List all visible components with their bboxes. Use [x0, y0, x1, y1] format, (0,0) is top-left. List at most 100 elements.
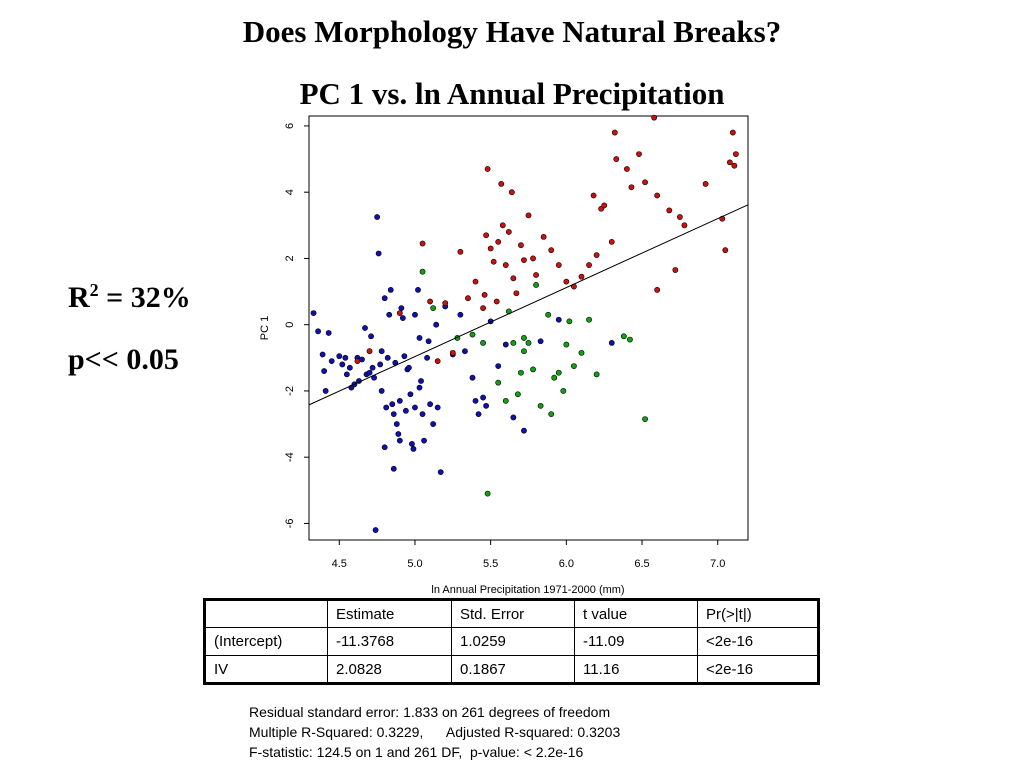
- data-point-blue: [372, 527, 379, 533]
- table-row: (Intercept) -11.3768 1.0259 -11.09 <2e-16: [204, 627, 819, 656]
- data-point-red: [472, 278, 479, 285]
- data-point-red: [593, 252, 600, 259]
- table-cell: Pr(>|t|): [697, 599, 819, 628]
- data-point-green: [510, 340, 517, 346]
- data-point-red: [508, 189, 515, 196]
- scatter-plot: 4.5 5.0 5.5 6.0 6.5 7.0 -6 -4 -2 0 2 4 6 ln Annual …: [259, 114, 749, 596]
- data-point-blue: [377, 361, 384, 368]
- y-tick-label: -4: [284, 452, 296, 462]
- data-point-green: [521, 348, 527, 355]
- data-point-blue: [366, 369, 373, 376]
- table-cell: 2.0828: [327, 655, 452, 684]
- data-point-green: [548, 411, 555, 418]
- data-point-green: [627, 336, 633, 343]
- data-point-red: [613, 156, 620, 162]
- data-point-blue: [386, 311, 393, 318]
- slide-title: Does Morphology Have Natural Breaks?: [242, 14, 782, 49]
- data-point-red: [628, 184, 635, 191]
- data-point-red: [702, 181, 709, 187]
- data-point-blue: [398, 305, 405, 312]
- data-point-green: [571, 363, 577, 369]
- y-tick-label: -6: [284, 519, 296, 529]
- data-point-red: [672, 267, 679, 273]
- data-point-green: [560, 388, 567, 394]
- data-point-blue: [430, 421, 437, 427]
- data-point-green: [533, 282, 539, 288]
- data-point-blue: [521, 427, 527, 434]
- r-squared-label: R2 = 32%: [68, 280, 191, 315]
- data-point-green: [480, 340, 486, 346]
- data-point-blue: [310, 310, 317, 316]
- data-point-red: [457, 248, 464, 255]
- data-point-blue: [406, 364, 412, 371]
- data-point-green: [525, 340, 532, 346]
- data-point-blue: [416, 384, 423, 391]
- data-point-blue: [339, 361, 346, 368]
- data-point-red: [732, 151, 739, 157]
- r-squared-value: = 32%: [98, 281, 191, 314]
- data-point-red: [498, 181, 505, 187]
- x-tick-label: 5.5: [483, 558, 498, 570]
- data-point-blue: [321, 368, 328, 374]
- table-cell: 11.16: [574, 655, 698, 684]
- data-point-green: [530, 366, 536, 373]
- data-point-red: [502, 262, 509, 268]
- table-header-row: Estimate Std. Error t value Pr(>|t|): [204, 599, 819, 628]
- data-point-red: [366, 348, 373, 355]
- data-point-red: [505, 229, 512, 235]
- data-point-blue: [369, 364, 376, 371]
- plot-frame: [308, 115, 749, 541]
- table-cell: -11.3768: [327, 627, 452, 656]
- data-point-red: [611, 129, 618, 136]
- data-point-blue: [396, 397, 403, 404]
- data-point-blue: [383, 404, 390, 411]
- data-point-red: [563, 278, 570, 285]
- data-point-blue: [410, 446, 417, 452]
- y-tick-label: -2: [284, 386, 296, 396]
- data-point-red: [510, 275, 517, 282]
- data-point-red: [642, 179, 648, 186]
- data-point-red: [623, 166, 630, 172]
- data-point-red: [354, 358, 361, 365]
- data-point-red: [666, 207, 673, 214]
- table-cell: 1.0259: [451, 627, 575, 656]
- x-axis-label: ln Annual Precipitation 1971-2000 (mm): [431, 584, 624, 596]
- data-point-blue: [346, 364, 353, 371]
- data-point-blue: [462, 348, 468, 355]
- x-tick-label: 4.5: [332, 558, 347, 570]
- table-cell: t value: [574, 599, 698, 628]
- data-point-blue: [399, 315, 406, 321]
- data-point-blue: [402, 407, 409, 414]
- data-point-red: [651, 114, 658, 121]
- data-point-red: [490, 258, 497, 265]
- data-point-blue: [319, 351, 326, 358]
- table-cell: [204, 599, 328, 628]
- data-point-red: [586, 262, 592, 268]
- data-point-blue: [608, 340, 615, 346]
- coefficient-table: Estimate Std. Error t value Pr(>|t|) (Interc…: [203, 598, 820, 685]
- data-point-blue: [315, 328, 321, 335]
- r-letter: R: [68, 281, 90, 314]
- data-point-blue: [419, 411, 426, 418]
- data-point-red: [681, 222, 688, 229]
- data-point-red: [590, 192, 597, 199]
- y-tick-label: 6: [284, 123, 296, 129]
- x-tick-label: 6.5: [634, 558, 649, 570]
- data-point-blue: [425, 338, 432, 345]
- data-point-red: [676, 214, 683, 220]
- data-point-blue: [362, 325, 368, 331]
- x-tick-label: 6.0: [559, 558, 574, 570]
- y-tick-label: 0: [284, 322, 296, 328]
- data-point-blue: [389, 401, 396, 408]
- table-cell: 0.1867: [451, 655, 575, 684]
- y-tick-label: 4: [284, 189, 296, 195]
- data-point-red: [518, 242, 524, 249]
- data-point-blue: [396, 437, 403, 444]
- data-point-blue: [378, 388, 385, 394]
- r-squared-text: Multiple R-Squared: 0.3229, Adjusted R-s…: [249, 724, 621, 740]
- data-point-blue: [343, 371, 350, 378]
- residual-error-text: Residual standard error: 1.833 on 261 de…: [249, 704, 611, 720]
- data-point-red: [654, 192, 661, 199]
- data-point-red: [530, 255, 536, 262]
- data-point-red: [578, 273, 585, 280]
